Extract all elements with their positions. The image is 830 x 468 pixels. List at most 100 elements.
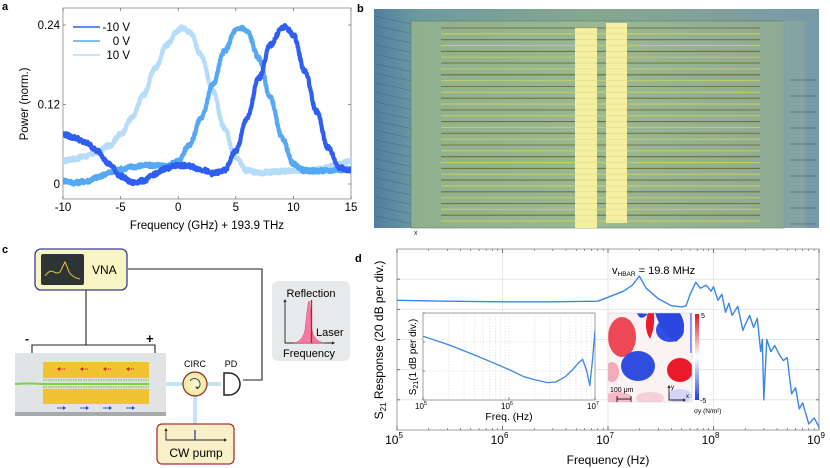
fan-out-waveguide [373, 139, 412, 148]
laser-label: Laser [316, 327, 344, 339]
minus-terminal-label: - [25, 332, 29, 346]
frequency-label: Frequency [283, 348, 335, 360]
rf-wire-vna-to-pd [128, 268, 263, 381]
x-tick-label: 15 [345, 202, 358, 214]
fan-out-waveguide [373, 215, 412, 224]
fem-lobe [608, 317, 636, 357]
fem-lobe [621, 351, 655, 381]
hbar-value: = 19.8 MHz [636, 265, 696, 277]
x-arrow-icon [683, 398, 686, 402]
panel-label-a: a [2, 1, 9, 13]
panel-label-d: d [355, 253, 362, 265]
inset-y-sub: 21 [413, 381, 420, 389]
inset-x-tick-exponent: 5 [424, 401, 427, 407]
inset-x-tick-label: 106 [501, 401, 513, 411]
panel-a-chart: -10 -5 0 5 10 15 0 0.12 0.24 -10 V 0 V 10 V Freque… [19, 7, 358, 232]
x-tick-exponent: 8 [715, 431, 720, 440]
circulator-rotation-icon [189, 378, 201, 390]
y-arrow-icon [667, 385, 671, 388]
arrow-right-icon [63, 406, 66, 410]
inset-x-tick-base: 10 [501, 402, 510, 411]
reflection-peak-icon [293, 300, 325, 344]
fan-out-waveguide [373, 25, 412, 34]
fem-lobe [645, 313, 655, 339]
fan-out-waveguide [373, 101, 412, 110]
fan-out-waveguide [373, 196, 412, 205]
panel-label-c: c [2, 244, 8, 256]
panel-b-micrograph: · x [373, 5, 819, 237]
legend-label: 10 V [106, 50, 130, 62]
optical-fiber [14, 382, 149, 385]
xy-axes-icon [668, 388, 683, 401]
x-tick-label: 5 [233, 202, 239, 214]
x-tick-base: 10 [807, 433, 821, 447]
inset-y-axis-label: S21(1 dB per div.) [408, 319, 420, 396]
arrow-right-icon [86, 406, 89, 410]
series-line-neg10V [63, 23, 351, 187]
reflection-inset: Reflection Laser Frequency [272, 281, 350, 361]
reflection-label: Reflection [287, 288, 336, 300]
colorbar [695, 314, 699, 400]
fan-out-waveguide [373, 205, 412, 215]
x-tick-label: 107 [596, 431, 614, 447]
fem-edge [690, 313, 692, 353]
legend-label: 0 V [113, 36, 131, 48]
colorbar-max-label: 5 [701, 313, 705, 320]
arrow-left-icon [80, 367, 83, 371]
x-tick-exponent: 5 [398, 431, 403, 440]
panel-d-x-axis-label: Frequency (Hz) [567, 453, 650, 467]
fan-out-waveguide [373, 110, 412, 120]
panel-d-y-axis-label: S21 Response (20 dB per div.) [372, 261, 388, 420]
fan-out-waveguide [373, 120, 412, 129]
arrow-left-icon [126, 367, 129, 371]
fem-lobe [655, 313, 685, 342]
scale-bar-label: 100 μm [610, 387, 634, 394]
cw-pump-label: CW pump [169, 446, 223, 460]
series-line-0V [63, 24, 351, 187]
y-tick-label: 0.24 [38, 20, 61, 32]
panel-d-chart: 105 106 107 108 109 vHBAR = 19.8 MHz Frequen… [372, 248, 825, 467]
arrow-left-icon [103, 367, 106, 371]
panel-d-y-axis-s: S [372, 411, 386, 419]
arrow-left-icon [57, 367, 60, 371]
fan-out-waveguide [373, 158, 412, 167]
fem-lobe [608, 362, 619, 382]
cw-pump-x-arrow-icon [224, 438, 227, 442]
reflection-x-arrow-icon [332, 341, 335, 345]
hbar-annotation-text: vHBAR = 19.8 MHz [612, 265, 695, 278]
fem-lobe [608, 392, 632, 402]
x-tick-exponent: 7 [609, 431, 614, 440]
fem-lobe [637, 313, 648, 318]
colorbar-min-label: -5 [700, 398, 706, 405]
x-tick-base: 10 [491, 433, 505, 447]
x-tick-label: 0 [175, 202, 181, 214]
fan-out-waveguide [373, 63, 412, 72]
x-tick-base: 10 [702, 433, 716, 447]
fan-out-waveguide [373, 15, 412, 25]
fan-out-waveguide [373, 82, 412, 91]
vna-screen [41, 254, 84, 285]
fem-lobe [668, 389, 692, 402]
x-tick-label: 105 [385, 431, 403, 447]
cw-pump-laser: CW pump [156, 423, 235, 465]
inset-x-tick-base: 10 [587, 402, 596, 411]
fan-out-waveguide [373, 44, 412, 53]
electrode-bottom [43, 389, 149, 404]
inset-y-rest: (1 dB per div.) [408, 319, 419, 381]
electrode-pad-right [606, 23, 627, 223]
electrode-top [43, 362, 149, 378]
inset-s21-line [423, 330, 595, 387]
fem-lobe [667, 358, 692, 382]
x-tick-base: 10 [385, 433, 399, 447]
x-tick-label: 108 [702, 431, 720, 447]
cw-pump-box [156, 423, 235, 465]
vna-instrument: VNA [34, 248, 128, 291]
photodetector: PD [223, 359, 241, 396]
hbar-nu-symbol: v [612, 265, 618, 277]
fan-out-waveguide [373, 177, 412, 186]
colorbar-label: σy (N/m²) [694, 408, 721, 415]
hbar-subscript: HBAR [618, 271, 636, 278]
fan-out-waveguide [373, 53, 412, 63]
arrow-right-icon [132, 406, 135, 410]
